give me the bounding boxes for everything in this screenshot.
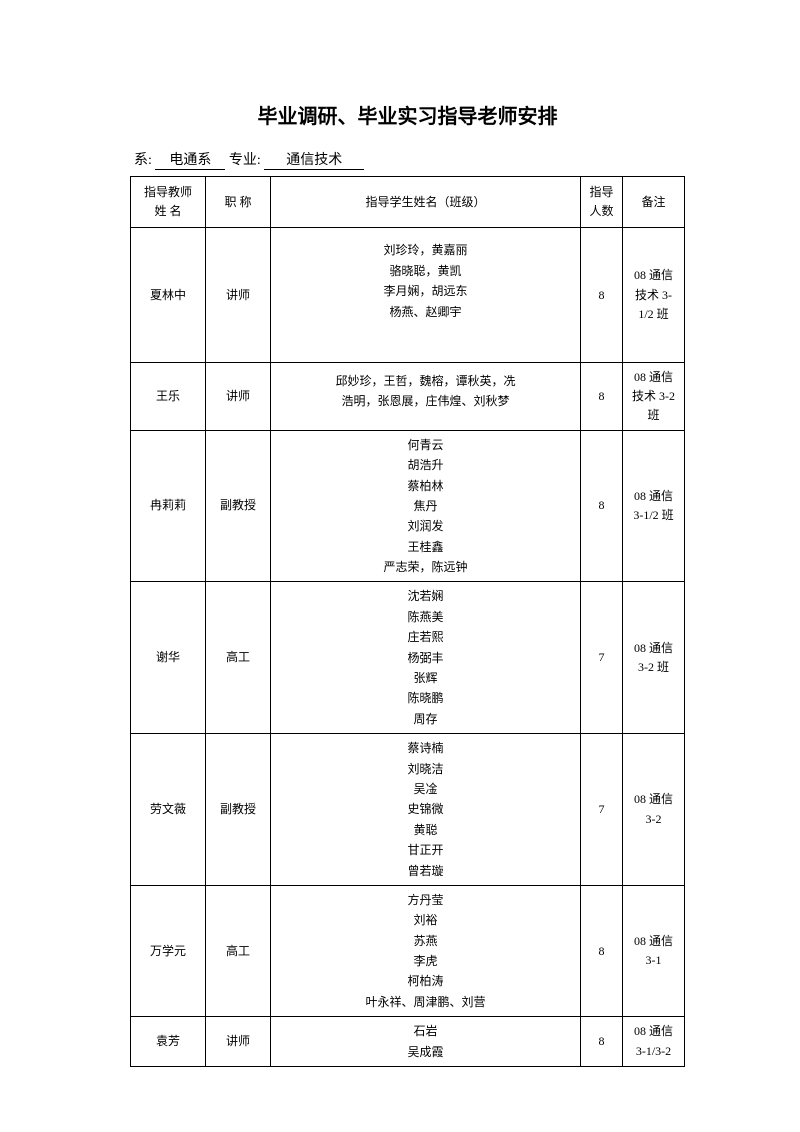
teacher-cell: 袁芳 bbox=[131, 1017, 206, 1067]
remark-cell: 08 通信3-1/2 班 bbox=[623, 430, 685, 582]
subheader: 系: 电通系 专业: 通信技术 bbox=[130, 149, 685, 170]
students-cell: 何青云胡浩升蔡柏林焦丹刘润发王桂鑫严志荣，陈远钟 bbox=[271, 430, 581, 582]
count-cell: 8 bbox=[581, 885, 623, 1016]
count-cell: 8 bbox=[581, 228, 623, 363]
remark-cell: 08 通信3-2 班 bbox=[623, 582, 685, 734]
teacher-cell: 万学元 bbox=[131, 885, 206, 1016]
title-cell: 副教授 bbox=[206, 734, 271, 886]
arrangement-table: 指导教师姓 名 职 称 指导学生姓名（班级） 指导人数 备注 夏林中讲师刘珍玲，… bbox=[130, 176, 685, 1067]
count-cell: 8 bbox=[581, 430, 623, 582]
col-students-header: 指导学生姓名（班级） bbox=[271, 177, 581, 228]
remark-cell: 08 通信技术 3-1/2 班 bbox=[623, 228, 685, 363]
title-cell: 高工 bbox=[206, 885, 271, 1016]
table-row: 袁芳讲师石岩吴成霞808 通信3-1/3-2 bbox=[131, 1017, 685, 1067]
students-cell: 刘珍玲，黄嘉丽骆晓聪，黄凯李月娴，胡远东杨燕、赵卿宇 bbox=[271, 228, 581, 363]
students-cell: 方丹莹刘裕苏燕李虎柯柏涛叶永祥、周津鹏、刘营 bbox=[271, 885, 581, 1016]
title-cell: 讲师 bbox=[206, 228, 271, 363]
table-row: 万学元高工方丹莹刘裕苏燕李虎柯柏涛叶永祥、周津鹏、刘营808 通信3-1 bbox=[131, 885, 685, 1016]
count-cell: 8 bbox=[581, 1017, 623, 1067]
students-cell: 蔡诗楠刘晓洁吴凎史锦微黄聪甘正开曾若璇 bbox=[271, 734, 581, 886]
teacher-cell: 冉莉莉 bbox=[131, 430, 206, 582]
dept-value: 电通系 bbox=[155, 149, 225, 170]
title-cell: 副教授 bbox=[206, 430, 271, 582]
students-cell: 沈若娴陈燕美庄若熙杨弼丰张辉陈晓鹏周存 bbox=[271, 582, 581, 734]
teacher-cell: 夏林中 bbox=[131, 228, 206, 363]
table-row: 夏林中讲师刘珍玲，黄嘉丽骆晓聪，黄凯李月娴，胡远东杨燕、赵卿宇808 通信技术 … bbox=[131, 228, 685, 363]
remark-cell: 08 通信技术 3-2班 bbox=[623, 362, 685, 430]
col-count-header: 指导人数 bbox=[581, 177, 623, 228]
remark-cell: 08 通信3-1 bbox=[623, 885, 685, 1016]
count-cell: 7 bbox=[581, 734, 623, 886]
remark-cell: 08 通信3-2 bbox=[623, 734, 685, 886]
col-title-header: 职 称 bbox=[206, 177, 271, 228]
teacher-cell: 谢华 bbox=[131, 582, 206, 734]
major-value: 通信技术 bbox=[264, 149, 364, 170]
table-row: 王乐讲师邱妙珍，王哲，魏榕，谭秋英，冼浩明，张恩展，庄伟煌、刘秋梦808 通信技… bbox=[131, 362, 685, 430]
table-row: 谢华高工沈若娴陈燕美庄若熙杨弼丰张辉陈晓鹏周存708 通信3-2 班 bbox=[131, 582, 685, 734]
title-cell: 高工 bbox=[206, 582, 271, 734]
col-remark-header: 备注 bbox=[623, 177, 685, 228]
count-cell: 8 bbox=[581, 362, 623, 430]
students-cell: 石岩吴成霞 bbox=[271, 1017, 581, 1067]
page-title: 毕业调研、毕业实习指导老师安排 bbox=[130, 100, 685, 129]
table-row: 劳文薇副教授蔡诗楠刘晓洁吴凎史锦微黄聪甘正开曾若璇708 通信3-2 bbox=[131, 734, 685, 886]
teacher-cell: 劳文薇 bbox=[131, 734, 206, 886]
students-cell: 邱妙珍，王哲，魏榕，谭秋英，冼浩明，张恩展，庄伟煌、刘秋梦 bbox=[271, 362, 581, 430]
dept-label: 系: bbox=[134, 153, 152, 168]
table-header-row: 指导教师姓 名 职 称 指导学生姓名（班级） 指导人数 备注 bbox=[131, 177, 685, 228]
title-cell: 讲师 bbox=[206, 362, 271, 430]
major-label: 专业: bbox=[229, 153, 261, 168]
col-teacher-header: 指导教师姓 名 bbox=[131, 177, 206, 228]
table-row: 冉莉莉副教授何青云胡浩升蔡柏林焦丹刘润发王桂鑫严志荣，陈远钟808 通信3-1/… bbox=[131, 430, 685, 582]
count-cell: 7 bbox=[581, 582, 623, 734]
remark-cell: 08 通信3-1/3-2 bbox=[623, 1017, 685, 1067]
title-cell: 讲师 bbox=[206, 1017, 271, 1067]
teacher-cell: 王乐 bbox=[131, 362, 206, 430]
